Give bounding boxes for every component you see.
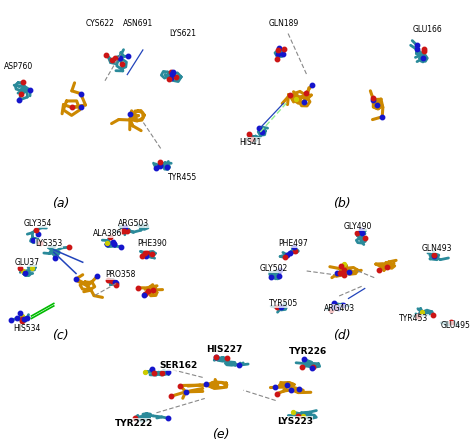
- Text: HIS41: HIS41: [240, 138, 262, 147]
- Text: GLN189: GLN189: [268, 19, 299, 28]
- Text: GLU495: GLU495: [440, 322, 470, 330]
- Text: ARG503: ARG503: [118, 219, 149, 228]
- Text: ASP760: ASP760: [3, 62, 33, 71]
- Text: TYR453: TYR453: [399, 314, 428, 323]
- Text: GLY490: GLY490: [344, 222, 372, 231]
- Text: LYS223: LYS223: [277, 417, 313, 425]
- Text: ALA386: ALA386: [92, 229, 122, 238]
- Text: GLU37: GLU37: [15, 258, 39, 267]
- Text: LYS353: LYS353: [36, 239, 63, 248]
- Text: PHE497: PHE497: [278, 239, 308, 248]
- Text: (d): (d): [333, 329, 350, 342]
- Text: ARG403: ARG403: [324, 304, 355, 313]
- Text: TYR455: TYR455: [168, 173, 198, 182]
- Text: PRO358: PRO358: [105, 270, 136, 279]
- Text: HIS534: HIS534: [13, 324, 41, 333]
- Text: (a): (a): [52, 197, 69, 210]
- Text: SER162: SER162: [160, 361, 198, 370]
- Text: LYS621: LYS621: [170, 29, 196, 38]
- Text: HIS227: HIS227: [206, 345, 242, 354]
- Text: GLU166: GLU166: [412, 25, 442, 34]
- Text: TYR505: TYR505: [269, 299, 298, 308]
- Text: GLN493: GLN493: [421, 244, 452, 253]
- Text: GLY354: GLY354: [24, 219, 52, 228]
- Text: (c): (c): [52, 329, 69, 342]
- Text: PHE390: PHE390: [137, 239, 167, 248]
- Text: (e): (e): [212, 428, 229, 441]
- Text: CYS622: CYS622: [86, 19, 115, 28]
- Text: TYR226: TYR226: [289, 347, 327, 356]
- Text: GLY502: GLY502: [260, 264, 288, 273]
- Text: (b): (b): [333, 197, 350, 210]
- Text: ASN691: ASN691: [123, 19, 154, 28]
- Text: TYR222: TYR222: [115, 419, 153, 428]
